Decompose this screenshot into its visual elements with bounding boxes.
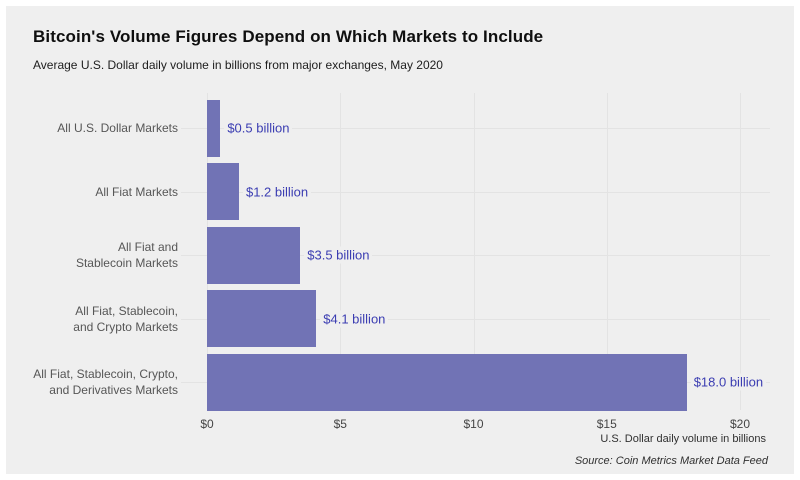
x-tick-label: $5 xyxy=(333,417,347,431)
x-tick-label: $20 xyxy=(729,417,751,431)
x-tick-label: $10 xyxy=(463,417,484,431)
x-tick-label: $0 xyxy=(200,417,214,431)
category-label: All Fiat Markets xyxy=(95,184,178,199)
source-note: Source: Coin Metrics Market Data Feed xyxy=(574,455,768,467)
value-label: $18.0 billion xyxy=(690,373,767,391)
bar xyxy=(207,354,687,411)
bar xyxy=(207,163,239,220)
x-axis-title: U.S. Dollar daily volume in billions xyxy=(600,433,766,445)
gridline-horizontal xyxy=(181,192,770,193)
gridline-horizontal xyxy=(181,128,770,129)
gridline-horizontal xyxy=(181,255,770,256)
plot-panel xyxy=(181,93,770,411)
chart-subtitle: Average U.S. Dollar daily volume in bill… xyxy=(33,58,443,72)
chart-title: Bitcoin's Volume Figures Depend on Which… xyxy=(33,27,544,46)
category-label: All Fiat and Stablecoin Markets xyxy=(75,240,178,271)
x-tick-label: $15 xyxy=(596,417,617,431)
gridline-horizontal xyxy=(181,319,770,320)
value-label: $0.5 billion xyxy=(224,119,293,137)
gridline-vertical xyxy=(473,93,475,410)
category-label: All U.S. Dollar Markets xyxy=(57,121,178,136)
value-label: $4.1 billion xyxy=(320,310,389,328)
category-label: All Fiat, Stablecoin, Crypto, and Derivat… xyxy=(33,367,178,397)
category-label: All Fiat, Stablecoin, and Crypto Markets xyxy=(73,303,178,334)
bar xyxy=(207,100,221,157)
gridline-vertical xyxy=(606,93,608,410)
gridline-vertical xyxy=(740,93,741,410)
bar xyxy=(207,290,317,347)
value-label: $1.2 billion xyxy=(242,183,312,201)
value-label: $3.5 billion xyxy=(304,246,373,264)
bar xyxy=(207,227,301,284)
